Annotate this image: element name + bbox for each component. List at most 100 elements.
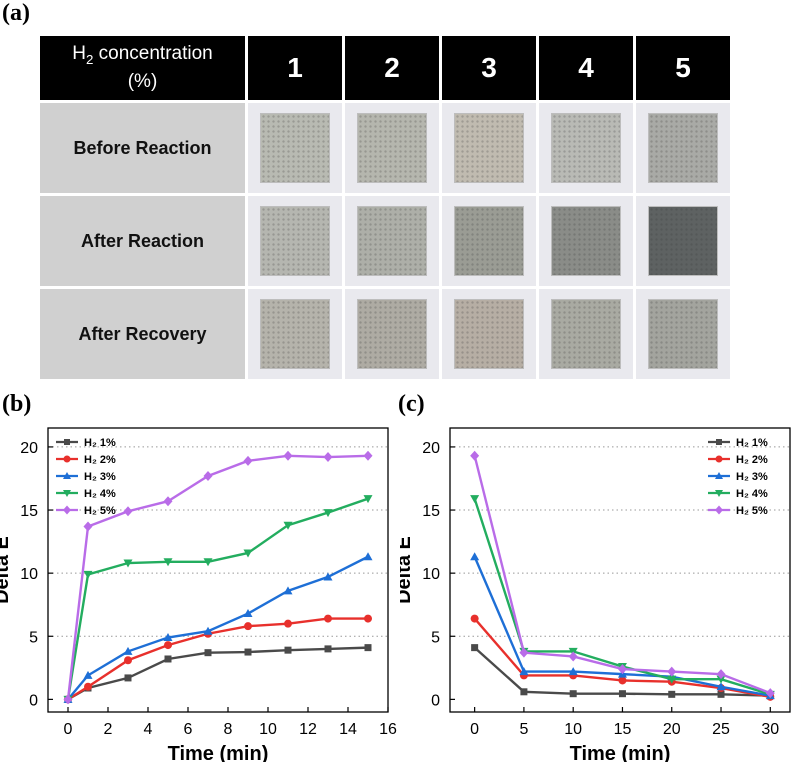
data-point	[470, 495, 480, 504]
data-point	[569, 690, 577, 698]
data-point	[203, 558, 213, 567]
chart-c: 0 5 10 15 20 0 5 10 15 20 25 30 Time (min) Delta E H₂ …	[400, 427, 791, 762]
legend-marker	[715, 505, 723, 515]
x-tick-label: 20	[663, 721, 681, 738]
data-point	[618, 676, 627, 685]
photo-table: H2 concentration (%) 1 2 3 4 5 Before Reactio…	[40, 36, 732, 381]
plot-frame	[449, 427, 791, 713]
sample-photo	[248, 289, 342, 379]
plot-frame	[47, 427, 389, 713]
legend-label: H₂ 3%	[84, 471, 116, 483]
sample-swatch	[260, 113, 330, 183]
series-line	[67, 646, 369, 701]
panel-label-b: (b)	[2, 391, 32, 417]
sample-texture	[455, 114, 523, 182]
y-tick-label: 0	[29, 692, 38, 709]
y-tick-label: 5	[431, 629, 440, 646]
legend-label: H₂ 3%	[736, 471, 768, 483]
data-point	[324, 645, 332, 653]
series-line	[67, 555, 369, 701]
sample-swatch	[357, 299, 427, 369]
sample-photo	[636, 196, 730, 286]
legend-marker	[63, 505, 71, 515]
y-tick-label: 10	[422, 566, 440, 583]
data-point	[83, 521, 93, 532]
sample-photo	[345, 196, 439, 286]
x-tick-label: 30	[761, 721, 779, 738]
y-tick-label: 0	[431, 692, 440, 709]
data-point	[63, 694, 73, 705]
sample-swatch	[551, 113, 621, 183]
legend-label: H₂ 1%	[84, 437, 116, 449]
data-point	[203, 470, 213, 481]
data-point	[83, 670, 93, 679]
corner-main: H	[72, 43, 86, 65]
legend-marker	[64, 439, 70, 445]
legend-marker	[63, 472, 71, 479]
sample-swatch	[454, 113, 524, 183]
sample-swatch	[260, 206, 330, 276]
x-tick-label: 15	[614, 721, 632, 738]
data-point	[203, 626, 213, 635]
data-point	[83, 570, 93, 579]
row-label: Before Reaction	[40, 103, 245, 193]
x-tick-label: 10	[564, 721, 582, 738]
sample-photo	[539, 289, 633, 379]
legend-label: H₂ 2%	[736, 454, 768, 466]
data-point	[470, 450, 480, 461]
data-point	[163, 558, 173, 567]
x-tick-label: 14	[339, 721, 357, 738]
data-point	[284, 619, 292, 628]
data-point	[364, 644, 372, 652]
data-point	[243, 609, 253, 618]
y-tick-label: 10	[20, 566, 38, 583]
sample-photo	[345, 289, 439, 379]
data-point	[363, 552, 373, 561]
sample-swatch	[648, 206, 718, 276]
sample-texture	[455, 300, 523, 368]
sample-texture	[649, 207, 717, 275]
data-point	[123, 506, 133, 517]
column-header-5: 5	[636, 36, 730, 100]
panel-label-a: (a)	[2, 0, 30, 26]
sample-swatch	[454, 299, 524, 369]
x-axis-label: Time (min)	[570, 743, 671, 762]
x-axis-label: Time (min)	[168, 743, 269, 762]
sample-swatch	[551, 299, 621, 369]
data-point	[716, 682, 726, 691]
sample-swatch	[260, 299, 330, 369]
sample-photo	[539, 196, 633, 286]
y-tick-label: 20	[422, 440, 440, 457]
legend-marker	[715, 490, 723, 497]
data-point	[244, 648, 252, 656]
data-point	[568, 667, 578, 676]
panel-label-c: (c)	[398, 391, 425, 417]
y-tick-label: 5	[29, 629, 38, 646]
data-point	[363, 495, 373, 504]
legend-marker	[63, 490, 71, 497]
data-point	[668, 690, 676, 698]
sample-swatch	[357, 206, 427, 276]
x-tick-label: 2	[104, 721, 113, 738]
data-point	[519, 667, 529, 676]
legend-label: H₂ 1%	[736, 437, 768, 449]
sample-photo	[345, 103, 439, 193]
sample-photo	[636, 103, 730, 193]
sample-texture	[552, 300, 620, 368]
sample-photo	[636, 289, 730, 379]
sample-photo	[539, 103, 633, 193]
data-point	[363, 450, 373, 461]
data-point	[568, 651, 578, 662]
sample-texture	[261, 207, 329, 275]
sample-swatch	[648, 113, 718, 183]
column-header-1: 1	[248, 36, 342, 100]
legend-label: H₂ 5%	[736, 505, 768, 517]
data-point	[283, 586, 293, 595]
x-tick-label: 0	[64, 721, 73, 738]
data-point	[163, 633, 173, 642]
data-point	[124, 656, 132, 665]
x-tick-label: 25	[712, 721, 730, 738]
data-point	[244, 622, 252, 631]
sample-swatch	[454, 206, 524, 276]
data-point	[123, 646, 133, 655]
